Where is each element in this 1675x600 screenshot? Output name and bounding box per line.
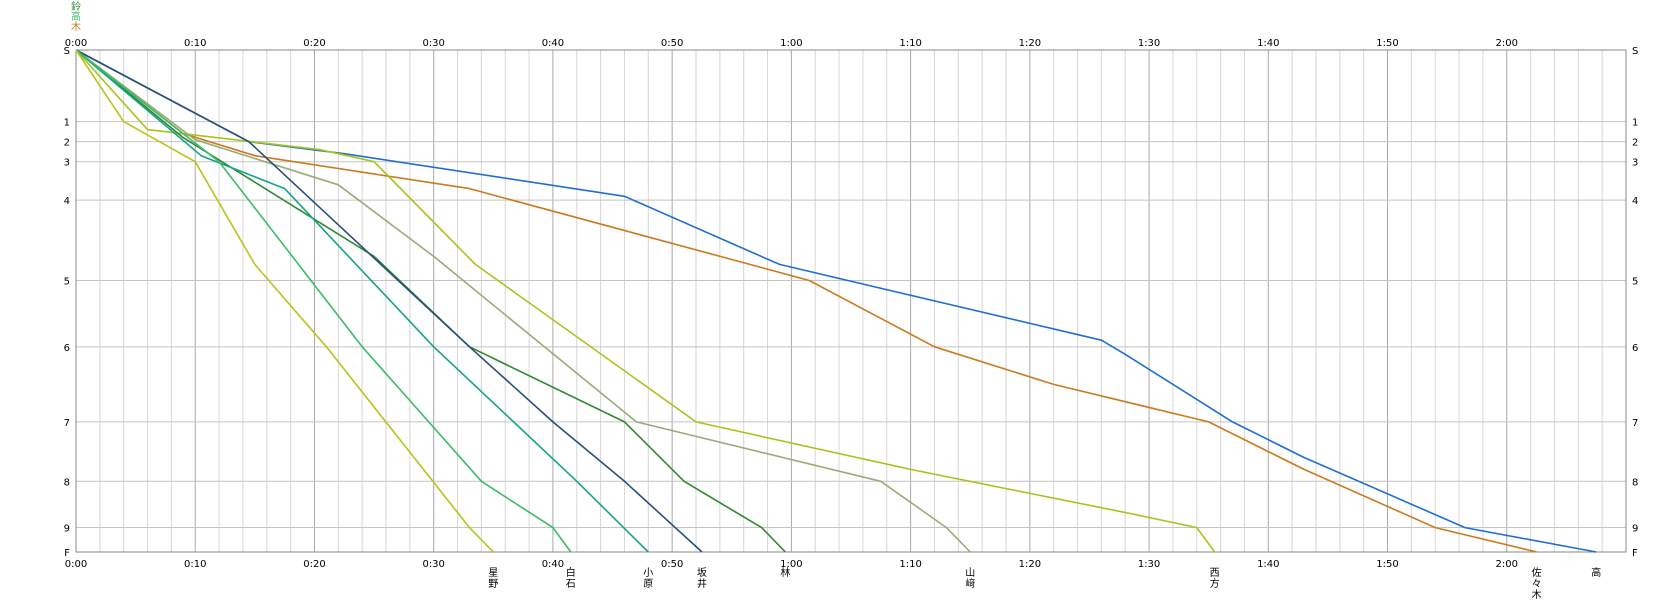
series-line — [75, 49, 494, 553]
y-tick-label-left: S — [64, 46, 70, 57]
y-tick-label-right: F — [1632, 548, 1638, 559]
x-tick-label-top: 0:00 — [65, 38, 87, 49]
runner-end-label: 坂井 — [697, 567, 707, 590]
runner-end-label: 林 — [780, 566, 790, 579]
x-tick-label-top: 0:10 — [184, 38, 206, 49]
x-tick-label-top: 1:50 — [1376, 38, 1398, 49]
x-tick-label-bottom: 0:10 — [184, 559, 206, 570]
series-line — [75, 49, 786, 553]
x-tick-label-bottom: 1:20 — [1019, 559, 1041, 570]
start-runner-label: 鈴高木 — [71, 0, 81, 33]
x-tick-label-bottom: 2:00 — [1496, 559, 1518, 570]
x-tick-label-top: 1:30 — [1138, 38, 1160, 49]
series-line — [75, 49, 1537, 553]
runner-end-labels: 星野 白石 小原 坂井 林 山﨑 西方 佐々木 高 — [488, 566, 1601, 600]
y-tick-label-right: 9 — [1632, 524, 1638, 535]
y-tick-label-right: 1 — [1632, 118, 1638, 129]
x-tick-label-bottom: 1:50 — [1376, 559, 1398, 570]
x-tick-label-bottom: 0:40 — [542, 559, 564, 570]
runner-end-label: 白石 — [566, 566, 576, 590]
x-tick-label-bottom: 0:00 — [65, 559, 87, 570]
y-tick-label-right: 6 — [1632, 343, 1638, 354]
y-tick-label-right: 3 — [1632, 158, 1638, 169]
y-tick-label-left: 9 — [64, 524, 70, 535]
runner-end-label: 山﨑 — [965, 567, 975, 590]
y-tick-label-right: 5 — [1632, 276, 1638, 287]
series-line — [75, 49, 572, 553]
y-tick-label-right: 8 — [1632, 477, 1638, 488]
series-layer — [75, 49, 1597, 553]
x-tick-label-top: 0:50 — [661, 38, 683, 49]
x-tick-label-bottom: 1:10 — [899, 559, 921, 570]
runner-end-label: 星野 — [488, 567, 498, 590]
y-tick-label-left: 2 — [64, 138, 70, 149]
x-tick-label-bottom: 1:00 — [780, 559, 802, 570]
runner-end-label: 高 — [1591, 566, 1601, 579]
y-tick-label-left: 8 — [64, 477, 70, 488]
x-tick-label-top: 0:20 — [303, 38, 325, 49]
minor-grid — [99, 50, 1603, 552]
x-tick-label-bottom: 0:50 — [661, 559, 683, 570]
y-tick-label-left: 6 — [64, 343, 70, 354]
y-tick-label-right: 7 — [1632, 418, 1638, 429]
series-line — [75, 49, 971, 553]
y-tick-label-left: 1 — [64, 118, 70, 129]
y-tick-label-left: F — [64, 548, 70, 559]
x-tick-label-top: 2:00 — [1496, 38, 1518, 49]
x-tick-label-top: 1:10 — [899, 38, 921, 49]
axis-labels: 0:00 0:00 0:10 0:10 0:20 0:20 0:30 0:30 0:40 0:40… — [64, 38, 1639, 570]
x-tick-label-top: 1:40 — [1257, 38, 1279, 49]
series-line — [75, 49, 649, 553]
series-line — [75, 49, 1216, 553]
y-tick-label-right: S — [1632, 46, 1638, 57]
major-grid — [75, 49, 1627, 553]
y-tick-label-right: 2 — [1632, 138, 1638, 149]
y-tick-label-left: 7 — [64, 418, 70, 429]
y-tick-label-left: 4 — [64, 196, 70, 207]
x-tick-label-top: 1:20 — [1019, 38, 1041, 49]
y-tick-label-left: 3 — [64, 158, 70, 169]
x-tick-label-bottom: 0:20 — [303, 559, 325, 570]
runner-end-label: 佐々木 — [1532, 567, 1542, 600]
runner-end-label: 西方 — [1210, 568, 1220, 590]
x-tick-label-top: 0:40 — [542, 38, 564, 49]
x-tick-label-bottom: 1:40 — [1257, 559, 1279, 570]
series-line — [75, 49, 1597, 553]
x-tick-label-bottom: 0:30 — [422, 559, 444, 570]
x-tick-label-top: 1:00 — [780, 38, 802, 49]
y-tick-label-right: 4 — [1632, 196, 1638, 207]
x-tick-label-bottom: 1:30 — [1138, 559, 1160, 570]
y-tick-label-left: 5 — [64, 276, 70, 287]
x-tick-label-top: 0:30 — [422, 38, 444, 49]
runner-end-label: 小原 — [643, 567, 653, 590]
series-line — [75, 49, 703, 553]
plot-frame — [75, 49, 1627, 553]
